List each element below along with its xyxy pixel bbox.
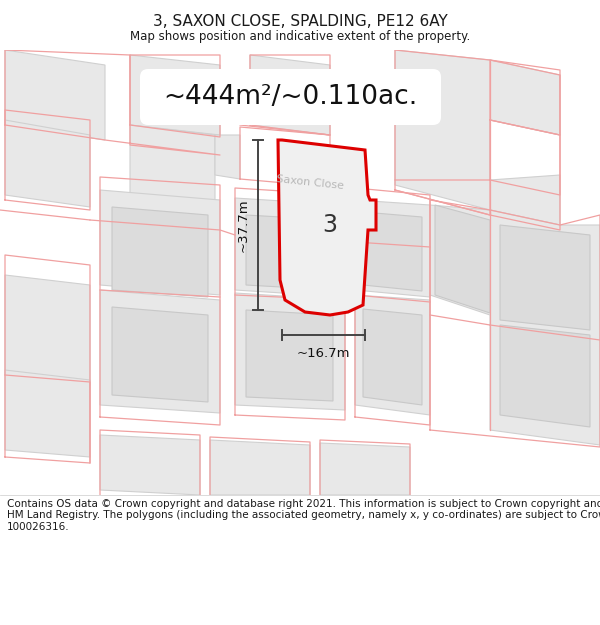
Polygon shape — [112, 307, 208, 402]
Text: Saxon Close: Saxon Close — [276, 174, 344, 191]
Polygon shape — [100, 435, 200, 495]
Polygon shape — [5, 50, 105, 140]
Text: 3: 3 — [323, 213, 337, 237]
Polygon shape — [5, 120, 90, 207]
Polygon shape — [500, 225, 590, 330]
Polygon shape — [246, 310, 333, 401]
Polygon shape — [100, 290, 220, 413]
Polygon shape — [112, 207, 208, 297]
Polygon shape — [5, 370, 90, 457]
Polygon shape — [435, 205, 490, 313]
Polygon shape — [250, 55, 330, 135]
Polygon shape — [0, 165, 600, 260]
Polygon shape — [500, 325, 590, 427]
Text: ~444m²/~0.110ac.: ~444m²/~0.110ac. — [163, 84, 417, 110]
Polygon shape — [215, 135, 240, 179]
Text: 3, SAXON CLOSE, SPALDING, PE12 6AY: 3, SAXON CLOSE, SPALDING, PE12 6AY — [152, 14, 448, 29]
Polygon shape — [363, 212, 422, 291]
Polygon shape — [130, 125, 215, 205]
Polygon shape — [235, 293, 345, 410]
Polygon shape — [235, 198, 345, 297]
Polygon shape — [0, 115, 90, 190]
Text: ~16.7m: ~16.7m — [297, 347, 350, 360]
Text: Map shows position and indicative extent of the property.: Map shows position and indicative extent… — [130, 30, 470, 43]
Polygon shape — [395, 50, 560, 225]
Polygon shape — [100, 190, 220, 295]
Text: Contains OS data © Crown copyright and database right 2021. This information is : Contains OS data © Crown copyright and d… — [7, 499, 600, 532]
Polygon shape — [320, 443, 410, 495]
Polygon shape — [363, 309, 422, 405]
Text: ~37.7m: ~37.7m — [237, 198, 250, 252]
FancyBboxPatch shape — [140, 69, 441, 125]
Polygon shape — [210, 440, 310, 495]
Polygon shape — [355, 295, 430, 415]
Polygon shape — [5, 275, 90, 385]
Polygon shape — [278, 140, 376, 315]
Polygon shape — [355, 200, 430, 297]
Polygon shape — [0, 85, 600, 165]
Polygon shape — [246, 215, 333, 290]
Polygon shape — [430, 205, 600, 445]
Polygon shape — [130, 55, 220, 135]
